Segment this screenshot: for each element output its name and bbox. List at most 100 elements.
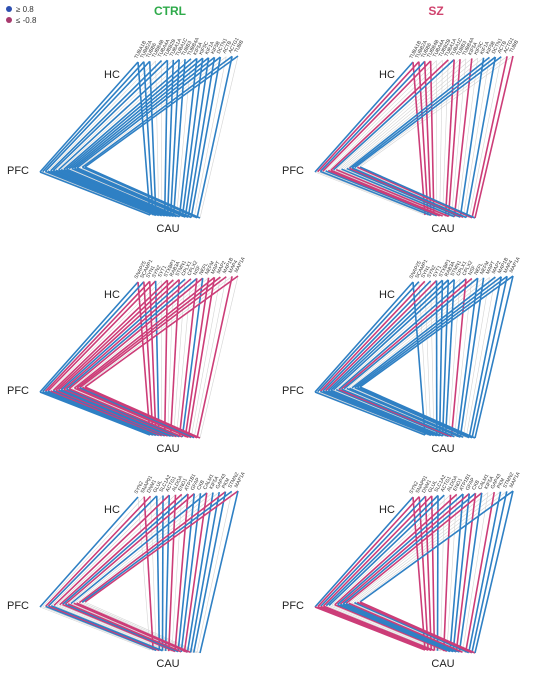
edge — [63, 168, 177, 218]
gene-label: SYN2 — [426, 264, 438, 279]
edge — [42, 171, 154, 216]
gene-label: SYT1 — [432, 264, 443, 278]
edge — [325, 170, 438, 217]
edge — [349, 277, 490, 389]
edge — [317, 605, 429, 651]
edge — [327, 279, 443, 392]
edge — [438, 280, 444, 436]
edge — [65, 277, 198, 390]
edge — [84, 601, 201, 654]
edge — [335, 388, 449, 438]
edge — [39, 496, 139, 608]
edge — [63, 58, 192, 170]
panel: TUBA1BTUBB2ATUBB6TUBB4BTUBA4ATUBB2BTUBA1… — [7, 36, 245, 235]
edge — [354, 601, 470, 654]
edge — [349, 167, 464, 219]
edge — [326, 605, 438, 652]
edge — [319, 170, 432, 217]
edge — [351, 602, 466, 653]
edge — [320, 495, 427, 607]
edge — [331, 494, 451, 606]
edge — [330, 279, 449, 391]
edge — [465, 56, 497, 218]
edge — [56, 494, 176, 606]
edge — [335, 58, 461, 170]
edge — [76, 387, 192, 439]
edge — [338, 388, 452, 438]
edge — [459, 57, 485, 218]
edge — [184, 57, 210, 218]
edge — [39, 281, 139, 393]
edge — [51, 495, 164, 606]
edge — [339, 493, 470, 605]
edge — [178, 278, 198, 437]
edge — [330, 169, 443, 217]
edge — [82, 386, 198, 439]
edge — [325, 280, 438, 392]
edge — [346, 387, 461, 438]
edge — [359, 386, 476, 439]
edge — [193, 56, 227, 218]
edge — [322, 390, 435, 437]
edge — [351, 167, 467, 219]
gene-label: SYN2 — [408, 480, 420, 495]
edge — [341, 388, 455, 438]
edge — [62, 603, 176, 653]
edge — [314, 606, 426, 651]
gene-label: SYN2 — [151, 264, 163, 279]
axis-label: CAU — [431, 223, 454, 235]
gene-label: SYN1 — [420, 265, 432, 280]
edge — [66, 168, 180, 218]
edge — [314, 496, 414, 608]
edge — [79, 56, 227, 168]
edge — [67, 493, 201, 605]
edge — [346, 277, 484, 389]
edge — [357, 166, 473, 219]
edge — [81, 490, 233, 603]
edge — [455, 493, 477, 652]
legend-label: ≤ -0.8 — [16, 16, 37, 25]
edge — [42, 606, 154, 651]
panel: SYN2SNAP91DNM1GLULSLC1A2ACTG1ALDOAENO1AT… — [7, 471, 247, 670]
edge — [338, 278, 467, 390]
axis-label: PFC — [7, 385, 29, 397]
edge — [332, 58, 455, 171]
gene-label: CKB — [196, 479, 206, 491]
edge — [340, 277, 473, 390]
edge — [52, 169, 166, 217]
edge — [458, 492, 483, 653]
edge — [356, 275, 508, 388]
edge — [187, 277, 216, 438]
edge — [359, 601, 476, 654]
edge — [322, 495, 433, 607]
axis-label: PFC — [7, 165, 29, 177]
edge — [342, 492, 477, 605]
edge — [55, 389, 168, 437]
edge — [317, 281, 420, 393]
edge — [474, 55, 514, 219]
edge — [74, 387, 189, 439]
edge — [440, 495, 445, 651]
edge — [348, 56, 490, 169]
axis-label: PFC — [282, 385, 304, 397]
axis-label: CAU — [156, 658, 179, 670]
axis-label: HC — [379, 289, 395, 301]
edge — [76, 56, 221, 169]
edge — [349, 387, 464, 439]
edge — [70, 492, 208, 605]
edge — [79, 602, 194, 653]
edge — [334, 604, 448, 653]
edge — [50, 60, 163, 172]
gene-label: SYT1 — [157, 264, 168, 278]
edge — [84, 275, 239, 388]
gene-label: MAPT — [485, 260, 497, 275]
edge — [69, 168, 183, 218]
edge — [327, 169, 441, 217]
edge — [84, 386, 201, 439]
edge — [64, 493, 195, 605]
edge — [314, 391, 426, 436]
edge — [42, 61, 145, 173]
edge — [317, 496, 420, 608]
edge — [143, 61, 154, 216]
